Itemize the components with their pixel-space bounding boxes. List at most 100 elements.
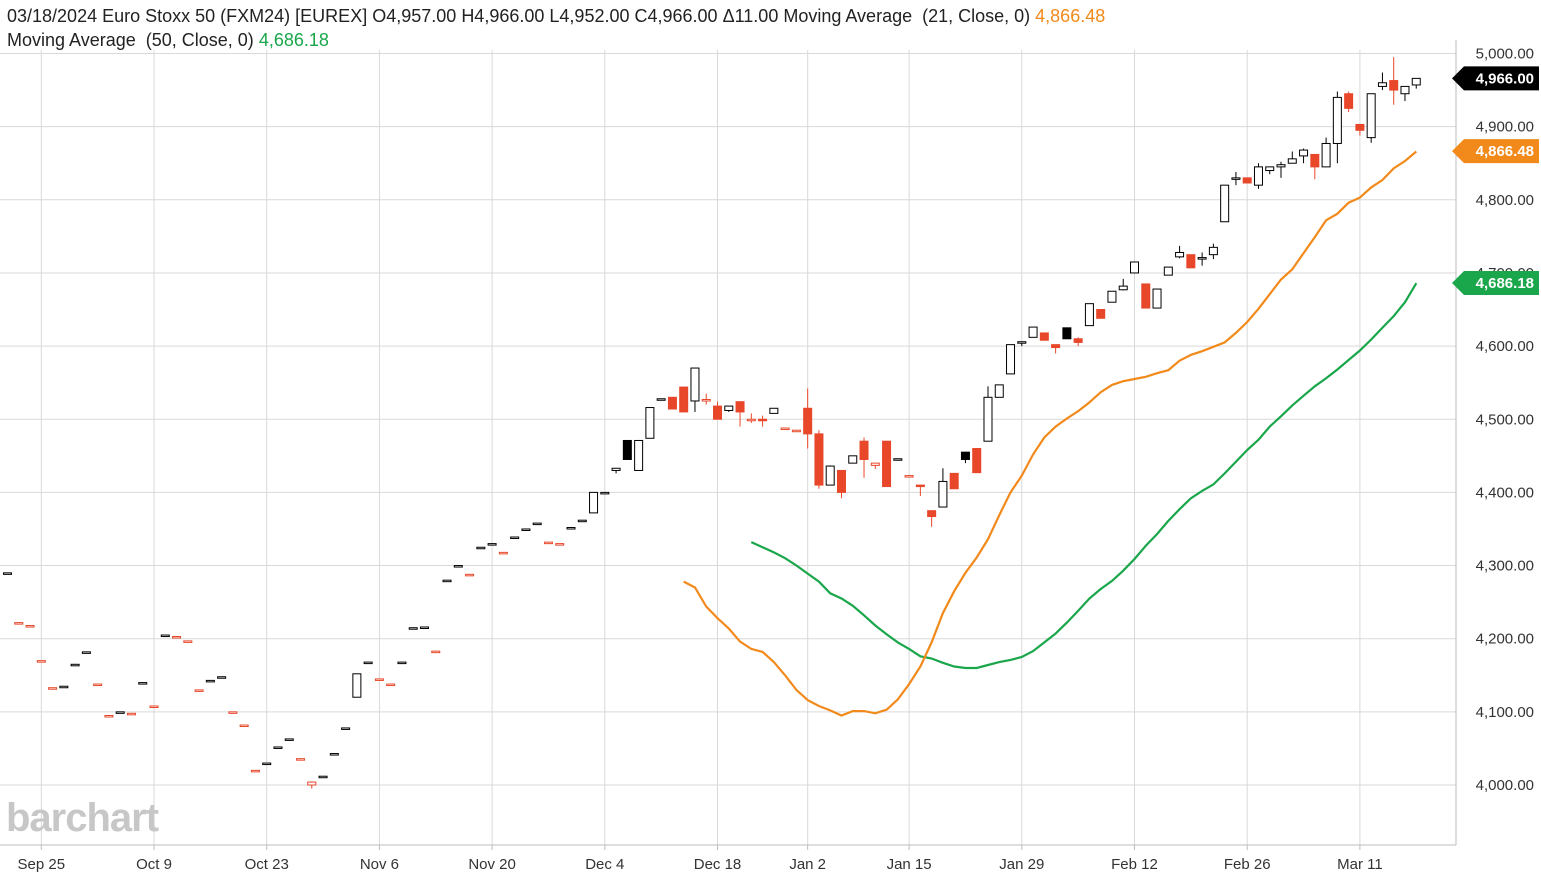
candle-body	[25, 625, 35, 628]
candle-body	[1231, 177, 1241, 180]
candle	[465, 573, 475, 577]
price-badge-label: 4,866.48	[1476, 143, 1534, 160]
x-tick-label: Oct 23	[245, 856, 289, 873]
header-symbol: Euro Stoxx 50 (FXM24) [EUREX]	[102, 6, 368, 26]
candle-body	[1366, 93, 1376, 139]
candle	[442, 579, 452, 583]
candle	[679, 386, 689, 413]
candle	[589, 491, 599, 514]
candle-body	[1130, 261, 1139, 274]
x-tick-label: Oct 9	[136, 856, 172, 873]
candle	[239, 724, 249, 728]
candle	[1175, 245, 1185, 259]
candle-body	[1265, 166, 1275, 172]
candle	[419, 626, 429, 629]
candle-body	[994, 384, 1004, 398]
candle-body	[217, 676, 227, 679]
candle	[1130, 261, 1139, 274]
candle-body	[1107, 290, 1117, 303]
candle	[1321, 137, 1331, 168]
candle-body	[453, 565, 463, 568]
candle-body	[532, 522, 542, 526]
chart-header: 03/18/2024 Euro Stoxx 50 (FXM24) [EUREX]…	[7, 4, 1407, 52]
candle	[1242, 177, 1252, 184]
candle	[972, 448, 982, 474]
price-badge-shape	[1452, 139, 1539, 164]
y-tick-label: 4,800.00	[1476, 192, 1534, 209]
candle	[859, 437, 869, 478]
candle-body	[1152, 288, 1162, 309]
candle-body	[341, 727, 351, 730]
candle-body	[521, 528, 531, 531]
candle-body	[577, 519, 587, 523]
candle-body	[374, 678, 384, 681]
candle-body	[1400, 85, 1410, 95]
candle-body	[476, 546, 486, 550]
candle-body	[3, 572, 12, 575]
candle	[701, 393, 711, 405]
price-badge: 4,866.48	[1452, 139, 1539, 164]
candle-body	[1084, 303, 1094, 327]
candle	[138, 682, 148, 685]
candle-body	[1377, 82, 1387, 87]
candle-body	[487, 543, 497, 546]
candle	[1344, 91, 1354, 113]
candle-body	[735, 401, 745, 413]
candle	[803, 388, 813, 449]
candle-body	[859, 440, 869, 460]
candle-body	[825, 465, 835, 486]
candle	[769, 407, 779, 414]
candle	[284, 738, 294, 741]
candle	[487, 543, 497, 546]
candle	[994, 384, 1004, 398]
candle-body	[656, 398, 666, 401]
candle	[566, 527, 576, 530]
candle-body	[172, 636, 182, 639]
candle	[870, 462, 880, 469]
candle	[634, 439, 644, 471]
candle	[960, 451, 970, 464]
candle-body	[724, 405, 734, 411]
candle-body	[589, 491, 599, 514]
candle	[1084, 303, 1094, 327]
y-tick-label: 4,400.00	[1476, 484, 1534, 501]
candle-body	[915, 484, 925, 488]
candle-body	[746, 418, 756, 422]
candle	[893, 458, 903, 461]
x-axis: Sep 25 Oct 9 Oct 23 Nov 6 Nov 20 Dec 4 Dec 18 J…	[18, 845, 1383, 873]
candle	[1118, 278, 1128, 291]
candle-body	[386, 683, 396, 687]
header-ma50-label: Moving Average (50, Close, 0)	[7, 30, 254, 50]
x-tick-label: Nov 6	[360, 856, 399, 873]
candle	[352, 673, 362, 698]
candle-body	[1276, 164, 1286, 168]
header-close: C4,966.00	[634, 6, 718, 26]
barchart-logo: barchart	[6, 796, 159, 840]
candle	[1355, 123, 1365, 136]
candle-body	[566, 527, 576, 530]
header-ma21-value: 4,866.48	[1035, 6, 1106, 26]
candle-body	[1017, 341, 1027, 344]
candle	[1253, 163, 1263, 189]
candle-body	[1253, 166, 1263, 186]
candle	[543, 541, 553, 545]
candle	[25, 625, 35, 628]
candle-body	[1411, 77, 1421, 86]
candle	[476, 546, 486, 550]
ma21-line	[683, 150, 1418, 717]
candle-body	[927, 510, 937, 518]
candle-body	[1175, 251, 1185, 258]
candle-body	[431, 650, 441, 654]
candle-body	[284, 738, 294, 741]
candle	[104, 715, 114, 718]
candle-body	[104, 715, 114, 718]
candle-body	[758, 418, 768, 422]
candle	[70, 663, 80, 667]
candle	[611, 467, 621, 474]
candle	[1220, 184, 1230, 223]
candle-body	[205, 679, 215, 683]
candle	[724, 405, 734, 412]
candle	[126, 712, 136, 716]
header-date: 03/18/2024	[7, 6, 98, 26]
